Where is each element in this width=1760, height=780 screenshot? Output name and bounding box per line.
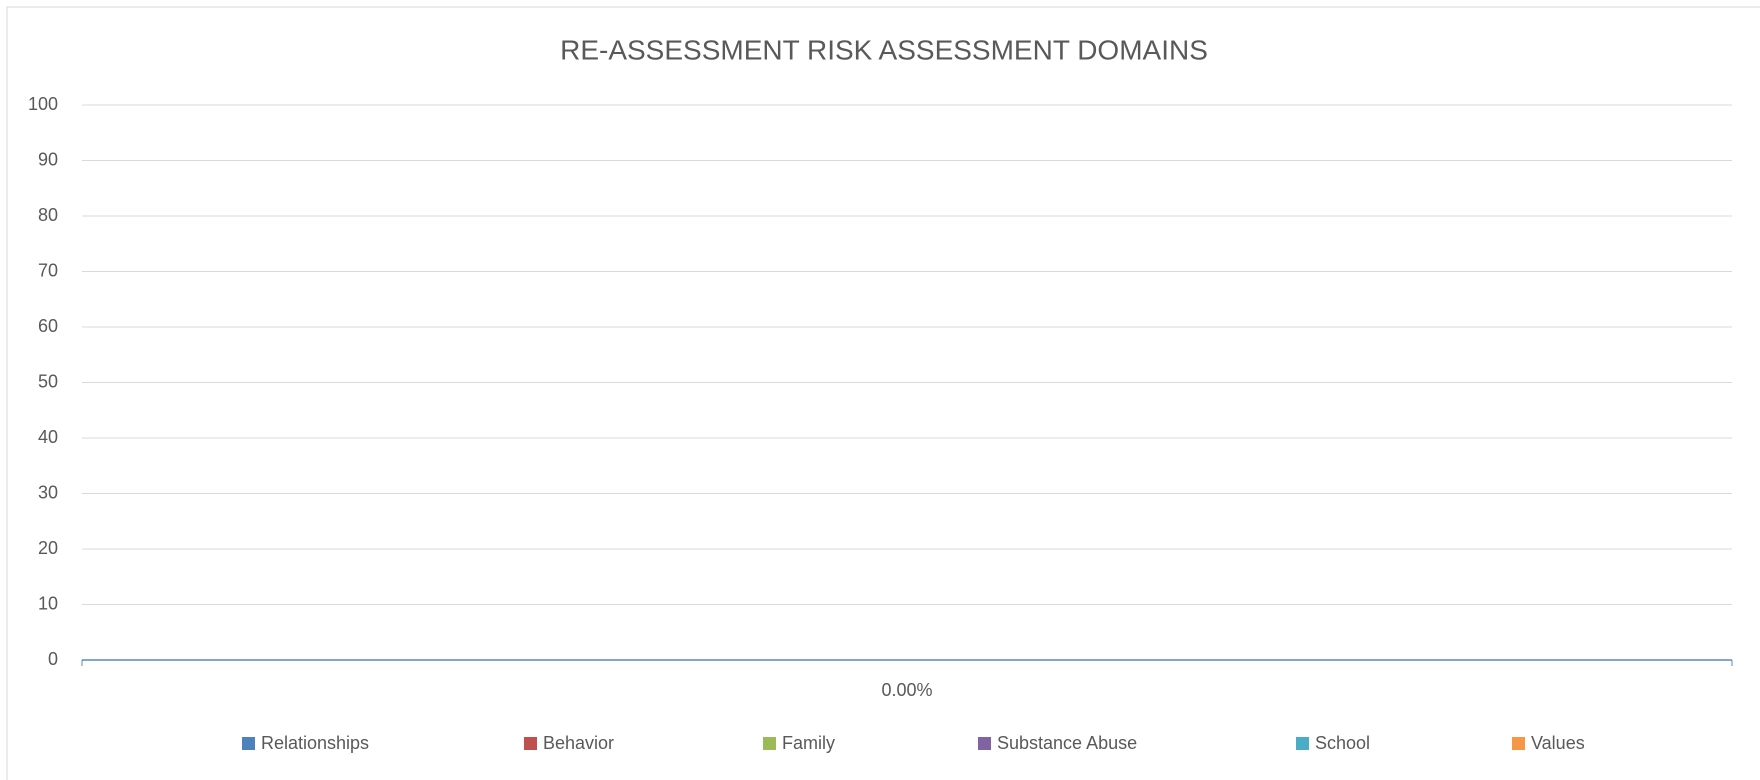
legend-swatch bbox=[524, 737, 537, 750]
x-tick-label: 0.00% bbox=[881, 680, 932, 700]
legend-label: Relationships bbox=[261, 733, 369, 753]
y-tick-label: 60 bbox=[38, 316, 58, 336]
legend-swatch bbox=[1296, 737, 1309, 750]
y-tick-label: 70 bbox=[38, 260, 58, 280]
legend-swatch bbox=[1512, 737, 1525, 750]
y-tick-label: 30 bbox=[38, 482, 58, 502]
legend-label: Family bbox=[782, 733, 835, 753]
chart-title: RE-ASSESSMENT RISK ASSESSMENT DOMAINS bbox=[560, 34, 1208, 65]
legend-swatch bbox=[763, 737, 776, 750]
y-tick-label: 100 bbox=[28, 94, 58, 114]
y-tick-label: 80 bbox=[38, 205, 58, 225]
legend-swatch bbox=[978, 737, 991, 750]
y-tick-label: 90 bbox=[38, 149, 58, 169]
legend-label: Values bbox=[1531, 733, 1585, 753]
legend-label: School bbox=[1315, 733, 1370, 753]
legend-label: Behavior bbox=[543, 733, 614, 753]
chart-frame bbox=[6, 6, 1760, 780]
y-tick-label: 20 bbox=[38, 538, 58, 558]
y-tick-label: 10 bbox=[38, 593, 58, 613]
y-tick-label: 40 bbox=[38, 427, 58, 447]
y-tick-label: 0 bbox=[48, 649, 58, 669]
legend-swatch bbox=[242, 737, 255, 750]
legend-label: Substance Abuse bbox=[997, 733, 1137, 753]
y-tick-label: 50 bbox=[38, 371, 58, 391]
